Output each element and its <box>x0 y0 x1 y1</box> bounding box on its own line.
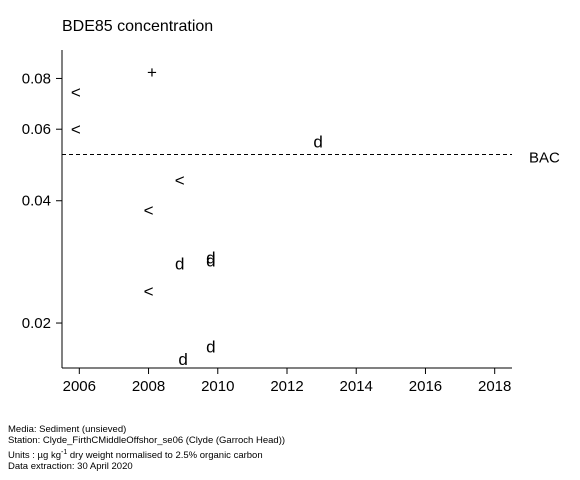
data-point: d <box>206 248 215 267</box>
footer-station: Station: Clyde_FirthCMiddleOffshor_se06 … <box>8 435 286 447</box>
y-tick-label: 0.08 <box>22 70 51 87</box>
data-point: d <box>206 252 215 271</box>
data-point: d <box>178 350 187 369</box>
x-tick-label: 2006 <box>63 378 96 395</box>
footer-units-sup: -1 <box>61 448 68 456</box>
x-tick-label: 2014 <box>340 378 373 395</box>
data-point: d <box>206 338 215 357</box>
data-point: < <box>144 282 154 301</box>
data-point: + <box>147 63 157 82</box>
y-tick-label: 0.04 <box>22 193 51 210</box>
x-tick-label: 2010 <box>201 378 234 395</box>
data-point: d <box>313 132 322 151</box>
y-tick-label: 0.06 <box>22 121 51 138</box>
data-point: < <box>175 171 185 190</box>
x-tick-label: 2018 <box>478 378 511 395</box>
x-tick-label: 2012 <box>270 378 303 395</box>
data-point: < <box>144 201 154 220</box>
data-point: < <box>71 120 81 139</box>
x-tick-label: 2008 <box>132 378 165 395</box>
reference-lines: BAC <box>62 149 560 166</box>
data-point: < <box>71 83 81 102</box>
footer-extraction: Data extraction: 30 April 2020 <box>8 461 133 473</box>
chart-title: BDE85 concentration <box>62 18 214 35</box>
footer-media: Media: Sediment (unsieved) <box>8 424 127 435</box>
y-tick-label: 0.02 <box>22 315 51 332</box>
footer-units-prefix: Units : µg kg <box>8 449 61 461</box>
x-tick-label: 2016 <box>409 378 442 395</box>
chart-footer: Media: Sediment (unsieved) Station: Clyd… <box>8 424 285 472</box>
footer-units-suffix: dry weight normalised to 2.5% organic ca… <box>67 449 263 461</box>
footer-units: Units : µg kg-1 dry weight normalised to… <box>8 447 285 461</box>
scatter-chart: 2006 2008 2010 2012 2014 2016 2018 0.02 0.04 0.06… <box>22 50 560 395</box>
bac-reference-label: BAC <box>529 149 560 166</box>
data-point: d <box>175 255 184 274</box>
axes: 2006 2008 2010 2012 2014 2016 2018 0.02 0.04 0.06… <box>22 50 512 395</box>
